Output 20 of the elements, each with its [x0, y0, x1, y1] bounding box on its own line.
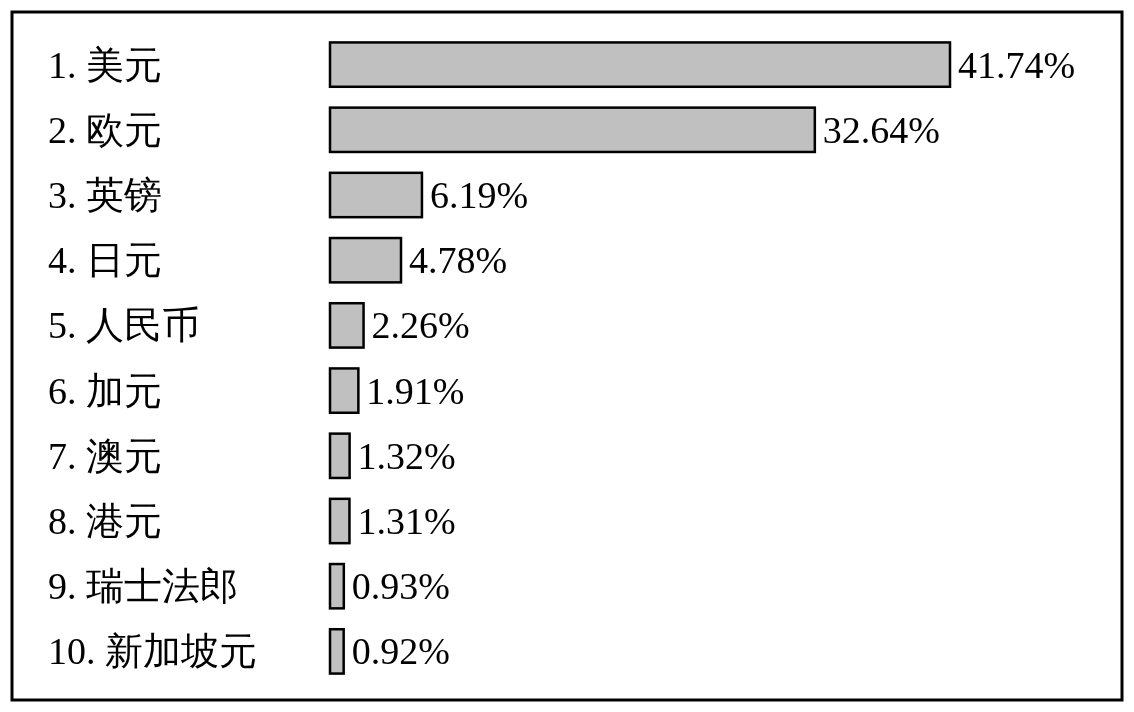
category-label: 10. 新加坡元: [48, 630, 257, 673]
data-label: 41.74%: [958, 43, 1076, 86]
data-label: 2.26%: [371, 304, 470, 347]
category-label: 8. 港元: [48, 500, 162, 542]
data-label: 4.78%: [409, 239, 508, 282]
category-label: 6. 加元: [48, 369, 162, 412]
category-label: 4. 日元: [48, 239, 162, 282]
data-label: 0.93%: [351, 565, 450, 608]
data-label: 32.64%: [822, 108, 940, 151]
category-label: 5. 人民币: [48, 304, 200, 347]
data-label: 0.92%: [351, 630, 450, 673]
category-label: 3. 英镑: [48, 174, 162, 216]
data-label: 1.31%: [357, 500, 456, 542]
category-label: 2. 欧元: [48, 108, 162, 151]
data-label: 1.91%: [366, 369, 465, 412]
category-label: 1. 美元: [48, 43, 162, 86]
data-label: 6.19%: [429, 174, 529, 216]
data-label: 1.32%: [357, 434, 456, 477]
category-label: 9. 瑞士法郎: [48, 565, 238, 608]
category-label: 7. 澳元: [48, 434, 162, 477]
